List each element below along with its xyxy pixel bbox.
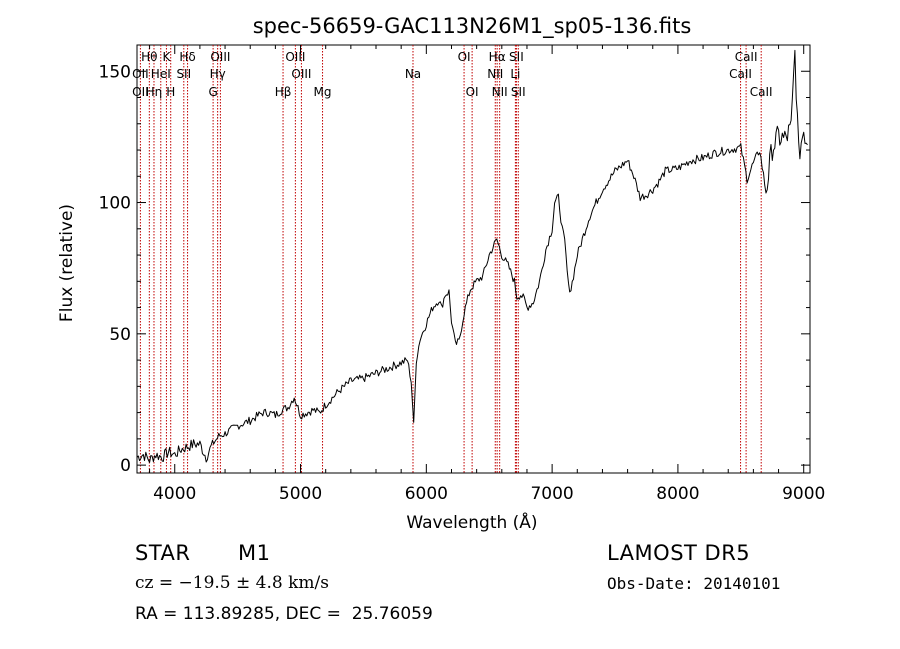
spectral-line-label: NII [487, 67, 503, 81]
emission-lines [139, 45, 762, 473]
plot-frame [136, 44, 811, 474]
spectral-line-label: OIII [210, 50, 230, 64]
y-tick-label: 150 [99, 62, 131, 82]
y-axis-label: Flux (relative) [57, 204, 77, 322]
axis-ticks: 4000 5000 6000 7000 8000 9000 0 50 100 150 [99, 45, 825, 504]
x-tick-label: 7000 [530, 484, 573, 504]
spectral-line-label: Na [405, 67, 421, 81]
x-tick-label: 5000 [279, 484, 322, 504]
spectral-line-label: Hδ [179, 50, 195, 64]
y-tick-label: 0 [120, 456, 131, 476]
obs-date: Obs-Date: 20140101 [607, 574, 781, 593]
spectral-line-label: K [162, 50, 171, 64]
spectral-line-label: Mg [314, 85, 332, 99]
redshift-velocity: cz = −19.5 ± 4.8 km/s [135, 573, 329, 593]
spectral-line-label: Li [510, 67, 520, 81]
x-axis-label: Wavelength (Å) [406, 511, 537, 533]
spectral-line-label: SII [509, 50, 524, 64]
chart-title: spec-56659-GAC113N26M1_sp05-136.fits [253, 14, 692, 39]
spectral-line-label: Hβ [275, 85, 292, 99]
coordinates: RA = 113.89285, DEC = 25.76059 [135, 604, 433, 624]
spectral-line-label: OIII [285, 50, 305, 64]
spectral-line-label: CaII [729, 67, 752, 81]
x-tick-label: 9000 [782, 484, 825, 504]
spectrum-series [136, 49, 808, 463]
spectral-line-label: OII [132, 85, 149, 99]
spectral-line-label: OIII [291, 67, 311, 81]
spectral-line-label: Hα [489, 50, 506, 64]
object-class: STAR [135, 541, 191, 565]
x-tick-label: 4000 [153, 484, 196, 504]
spectral-line-label: OI [458, 50, 471, 64]
spectral-line-label: SII [176, 67, 191, 81]
x-tick-label: 8000 [656, 484, 699, 504]
spectral-line-label: NII [492, 85, 508, 99]
x-tick-label: 6000 [405, 484, 448, 504]
spectral-line-label: OI [466, 85, 479, 99]
spectral-line-label: Hγ [210, 67, 226, 81]
spectrum-line [136, 49, 808, 463]
y-tick-label: 50 [109, 325, 131, 345]
spectral-line-label: Hη [146, 85, 163, 99]
spectral-line-label: CaII [735, 50, 758, 64]
y-tick-label: 100 [99, 194, 131, 214]
survey-label: LAMOST DR5 [607, 541, 751, 565]
spectral-line-label: G [208, 85, 217, 99]
spectral-line-label: Hθ [141, 50, 157, 64]
object-subclass: M1 [238, 541, 271, 565]
spectral-line-label: H [166, 85, 175, 99]
spectral-line-label: CaII [750, 85, 773, 99]
spectral-line-label: HeI [151, 67, 171, 81]
spectral-line-label: OII [132, 67, 149, 81]
spectral-line-label: SII [511, 85, 526, 99]
